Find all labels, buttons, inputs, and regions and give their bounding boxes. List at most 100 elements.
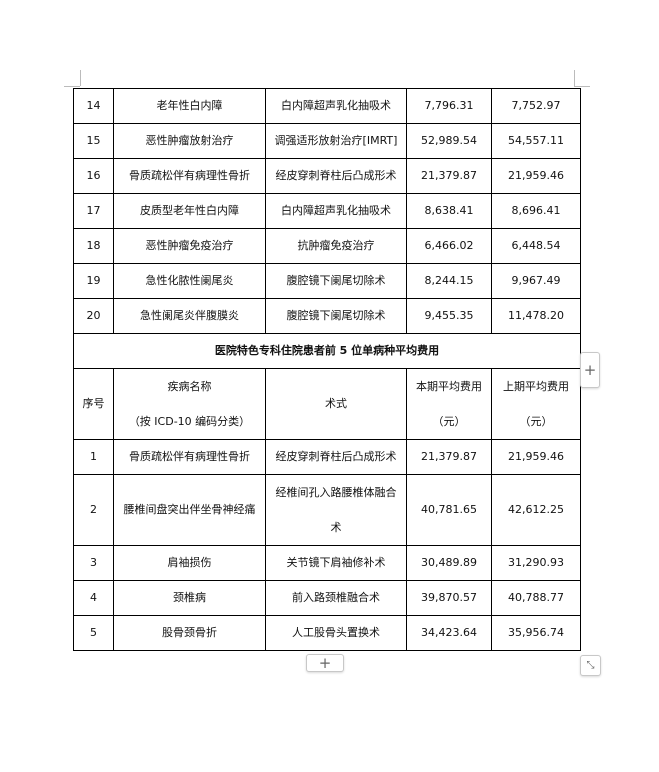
header-disease-line1: 疾病名称 (167, 380, 212, 393)
cell-surgery[interactable]: 经皮穿刺脊柱后凸成形术 (265, 158, 407, 194)
table-resize-handle[interactable]: ⤡ (580, 655, 601, 676)
cell-surgery[interactable]: 人工股骨头置换术 (265, 615, 407, 651)
cell-previous-cost[interactable]: 31,290.93 (491, 545, 581, 581)
cell-disease[interactable]: 骨质疏松伴有病理性骨折 (113, 439, 266, 475)
cell-current-cost[interactable]: 34,423.64 (406, 615, 492, 651)
table-row: 20 急性阑尾炎伴腹膜炎 腹腔镜下阑尾切除术 9,455.35 11,478.20 (73, 298, 581, 334)
table-row: 14 老年性白内障 白内障超声乳化抽吸术 7,796.31 7,752.97 (73, 88, 581, 124)
cell-surgery[interactable]: 前入路颈椎融合术 (265, 580, 407, 616)
cell-current-cost[interactable]: 40,781.65 (406, 474, 492, 546)
cost-table: 14 老年性白内障 白内障超声乳化抽吸术 7,796.31 7,752.97 15 恶性肿瘤… (73, 88, 581, 651)
cell-previous-cost[interactable]: 8,696.41 (491, 193, 581, 229)
cell-no[interactable]: 19 (73, 263, 114, 299)
cell-no[interactable]: 4 (73, 580, 114, 616)
header-current[interactable]: 本期平均费用 （元） (406, 368, 492, 440)
cell-previous-cost[interactable]: 21,959.46 (491, 158, 581, 194)
header-disease-line2: （按 ICD-10 编码分类） (128, 415, 251, 428)
cell-current-cost[interactable]: 21,379.87 (406, 439, 492, 475)
cell-disease[interactable]: 急性化脓性阑尾炎 (113, 263, 266, 299)
cell-current-cost[interactable]: 39,870.57 (406, 580, 492, 616)
table-row: 3 肩袖损伤 关节镜下肩袖修补术 30,489.89 31,290.93 (73, 545, 581, 581)
cell-no[interactable]: 18 (73, 228, 114, 264)
cell-no[interactable]: 1 (73, 439, 114, 475)
cell-previous-cost[interactable]: 35,956.74 (491, 615, 581, 651)
header-no-text: 序号 (82, 397, 105, 410)
page-margin-corner-right (574, 70, 575, 86)
cell-current-cost[interactable]: 30,489.89 (406, 545, 492, 581)
cell-surgery[interactable]: 抗肿瘤免疫治疗 (265, 228, 407, 264)
page-margin-corner-right-h (574, 86, 590, 87)
cell-disease[interactable]: 恶性肿瘤免疫治疗 (113, 228, 266, 264)
cell-surgery[interactable]: 腹腔镜下阑尾切除术 (265, 263, 407, 299)
cell-previous-cost[interactable]: 6,448.54 (491, 228, 581, 264)
cell-current-cost[interactable]: 7,796.31 (406, 88, 492, 124)
cell-current-cost[interactable]: 6,466.02 (406, 228, 492, 264)
table-row: 4 颈椎病 前入路颈椎融合术 39,870.57 40,788.77 (73, 580, 581, 616)
add-row-button[interactable]: + (306, 654, 344, 672)
cell-previous-cost[interactable]: 11,478.20 (491, 298, 581, 334)
header-current-line2: （元） (432, 415, 466, 428)
cell-disease[interactable]: 骨质疏松伴有病理性骨折 (113, 158, 266, 194)
cell-surgery[interactable]: 白内障超声乳化抽吸术 (265, 193, 407, 229)
header-disease[interactable]: 疾病名称 （按 ICD-10 编码分类） (113, 368, 266, 440)
page-margin-corner-left (80, 70, 81, 86)
cell-disease[interactable]: 股骨颈骨折 (113, 615, 266, 651)
section-title[interactable]: 医院特色专科住院患者前 5 位单病种平均费用 (73, 333, 581, 369)
cell-current-cost[interactable]: 21,379.87 (406, 158, 492, 194)
cell-surgery[interactable]: 关节镜下肩袖修补术 (265, 545, 407, 581)
cell-no[interactable]: 2 (73, 474, 114, 546)
header-surgery[interactable]: 术式 (265, 368, 407, 440)
header-previous-line2: （元） (519, 415, 553, 428)
cell-no[interactable]: 5 (73, 615, 114, 651)
table-row: 18 恶性肿瘤免疫治疗 抗肿瘤免疫治疗 6,466.02 6,448.54 (73, 228, 581, 264)
cell-no[interactable]: 15 (73, 123, 114, 159)
table-row: 17 皮质型老年性白内障 白内障超声乳化抽吸术 8,638.41 8,696.41 (73, 193, 581, 229)
header-current-line1: 本期平均费用 (416, 380, 482, 393)
cell-surgery[interactable]: 调强适形放射治疗[IMRT] (265, 123, 407, 159)
header-previous-line1: 上期平均费用 (503, 380, 569, 393)
cell-current-cost[interactable]: 9,455.35 (406, 298, 492, 334)
cell-previous-cost[interactable]: 9,967.49 (491, 263, 581, 299)
cell-surgery[interactable]: 白内障超声乳化抽吸术 (265, 88, 407, 124)
table-row: 5 股骨颈骨折 人工股骨头置换术 34,423.64 35,956.74 (73, 615, 581, 651)
add-column-button[interactable]: + (580, 352, 600, 388)
cell-surgery[interactable]: 经椎间孔入路腰椎体融合术 (265, 474, 407, 546)
plus-icon: + (318, 654, 332, 672)
cell-no[interactable]: 14 (73, 88, 114, 124)
header-no[interactable]: 序号 (73, 368, 114, 440)
cell-disease[interactable]: 腰椎间盘突出伴坐骨神经痛 (113, 474, 266, 546)
cell-previous-cost[interactable]: 40,788.77 (491, 580, 581, 616)
resize-diagonal-icon: ⤡ (586, 660, 595, 671)
cell-disease[interactable]: 肩袖损伤 (113, 545, 266, 581)
cell-disease[interactable]: 皮质型老年性白内障 (113, 193, 266, 229)
table-row: 15 恶性肿瘤放射治疗 调强适形放射治疗[IMRT] 52,989.54 54,557.… (73, 123, 581, 159)
header-surgery-text: 术式 (325, 397, 347, 410)
cell-disease[interactable]: 老年性白内障 (113, 88, 266, 124)
cell-previous-cost[interactable]: 54,557.11 (491, 123, 581, 159)
cell-previous-cost[interactable]: 7,752.97 (491, 88, 581, 124)
page-margin-corner-left-h (64, 86, 80, 87)
cell-disease[interactable]: 颈椎病 (113, 580, 266, 616)
header-row: 序号 疾病名称 （按 ICD-10 编码分类） 术式 本期平均费用 （元） 上期平均… (73, 368, 581, 440)
cell-surgery[interactable]: 腹腔镜下阑尾切除术 (265, 298, 407, 334)
plus-icon: + (583, 361, 597, 379)
cell-current-cost[interactable]: 8,638.41 (406, 193, 492, 229)
table-row: 16 骨质疏松伴有病理性骨折 经皮穿刺脊柱后凸成形术 21,379.87 21,959.… (73, 158, 581, 194)
cell-no[interactable]: 3 (73, 545, 114, 581)
surgery-line1: 经椎间孔入路腰椎体融合 (275, 486, 397, 499)
cell-surgery[interactable]: 经皮穿刺脊柱后凸成形术 (265, 439, 407, 475)
section-title-row: 医院特色专科住院患者前 5 位单病种平均费用 (73, 333, 581, 369)
header-previous[interactable]: 上期平均费用 （元） (491, 368, 581, 440)
surgery-line2: 术 (330, 521, 342, 534)
table-row: 19 急性化脓性阑尾炎 腹腔镜下阑尾切除术 8,244.15 9,967.49 (73, 263, 581, 299)
table-row: 1 骨质疏松伴有病理性骨折 经皮穿刺脊柱后凸成形术 21,379.87 21,959.4… (73, 439, 581, 475)
cell-no[interactable]: 16 (73, 158, 114, 194)
cell-no[interactable]: 17 (73, 193, 114, 229)
cell-previous-cost[interactable]: 21,959.46 (491, 439, 581, 475)
cell-current-cost[interactable]: 8,244.15 (406, 263, 492, 299)
cell-previous-cost[interactable]: 42,612.25 (491, 474, 581, 546)
cell-disease[interactable]: 恶性肿瘤放射治疗 (113, 123, 266, 159)
cell-no[interactable]: 20 (73, 298, 114, 334)
cell-disease[interactable]: 急性阑尾炎伴腹膜炎 (113, 298, 266, 334)
cell-current-cost[interactable]: 52,989.54 (406, 123, 492, 159)
